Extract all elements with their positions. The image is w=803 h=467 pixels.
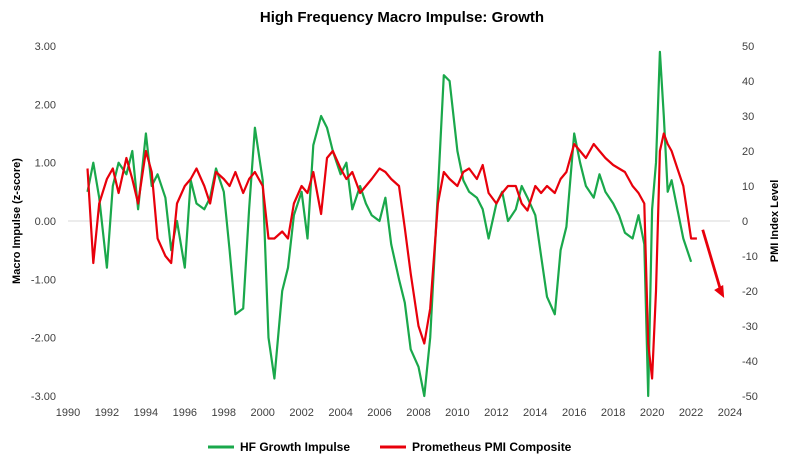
y-left-tick-label: -2.00 bbox=[31, 333, 56, 345]
y-right-tick-label: -50 bbox=[742, 391, 758, 403]
x-tick-label: 1994 bbox=[134, 407, 158, 419]
annotation-arrow-head bbox=[714, 285, 725, 298]
y-right-tick-label: 30 bbox=[742, 111, 754, 123]
x-tick-label: 2018 bbox=[601, 407, 625, 419]
x-tick-label: 2020 bbox=[640, 407, 664, 419]
x-tick-label: 1990 bbox=[56, 407, 80, 419]
y-left-tick-label: -3.00 bbox=[31, 391, 56, 403]
y-left-tick-label: -1.00 bbox=[31, 274, 56, 286]
y-right-tick-label: 10 bbox=[742, 181, 754, 193]
x-tick-label: 2016 bbox=[562, 407, 586, 419]
series-line-hf-growth-impulse bbox=[86, 50, 693, 398]
legend-item: HF Growth Impulse bbox=[208, 440, 350, 454]
y-right-tick-label: -10 bbox=[742, 251, 758, 263]
y-right-tick-label: 40 bbox=[742, 76, 754, 88]
x-tick-label: 2012 bbox=[484, 407, 508, 419]
x-tick-label: 1992 bbox=[95, 407, 119, 419]
legend-label: HF Growth Impulse bbox=[240, 440, 350, 454]
x-tick-label: 2000 bbox=[250, 407, 274, 419]
y-left-tick-label: 2.00 bbox=[35, 99, 56, 111]
legend-item: Prometheus PMI Composite bbox=[380, 440, 572, 454]
chart-title: High Frequency Macro Impulse: Growth bbox=[260, 9, 544, 26]
x-tick-label: 2024 bbox=[718, 407, 742, 419]
x-tick-label: 2014 bbox=[523, 407, 547, 419]
x-tick-label: 2006 bbox=[367, 407, 391, 419]
x-tick-label: 1998 bbox=[212, 407, 236, 419]
x-tick-label: 2004 bbox=[328, 407, 352, 419]
y-right-tick-label: -20 bbox=[742, 286, 758, 298]
y-right-tick-label: 20 bbox=[742, 146, 754, 158]
x-tick-label: 2002 bbox=[289, 407, 313, 419]
y-right-tick-label: -40 bbox=[742, 356, 758, 368]
y-right-tick-label: 50 bbox=[742, 41, 754, 53]
y-left-tick-label: 1.00 bbox=[35, 158, 56, 170]
plot-area: 1990 1992 1994 1996 1998 2000 2002 2004 2006 2008… bbox=[31, 41, 758, 419]
legend: HF Growth Impulse Prometheus PMI Composit… bbox=[208, 440, 572, 454]
legend-label: Prometheus PMI Composite bbox=[412, 440, 572, 454]
y-left-tick-label: 3.00 bbox=[35, 41, 56, 53]
x-tick-label: 2022 bbox=[679, 407, 703, 419]
x-tick-label: 2008 bbox=[406, 407, 430, 419]
y-left-tick-label: 0.00 bbox=[35, 216, 56, 228]
x-tick-label: 2010 bbox=[445, 407, 469, 419]
y-right-tick-label: -30 bbox=[742, 321, 758, 333]
x-tick-label: 1996 bbox=[173, 407, 197, 419]
series-line-prometheus-pmi-composite bbox=[86, 132, 697, 380]
annotation-arrow-shaft bbox=[701, 229, 723, 293]
y-right-tick-label: 0 bbox=[742, 216, 748, 228]
y-axis-right-title: PMI Index Level bbox=[769, 180, 781, 263]
y-axis-left-title: Macro Impulse (z-score) bbox=[11, 158, 23, 284]
